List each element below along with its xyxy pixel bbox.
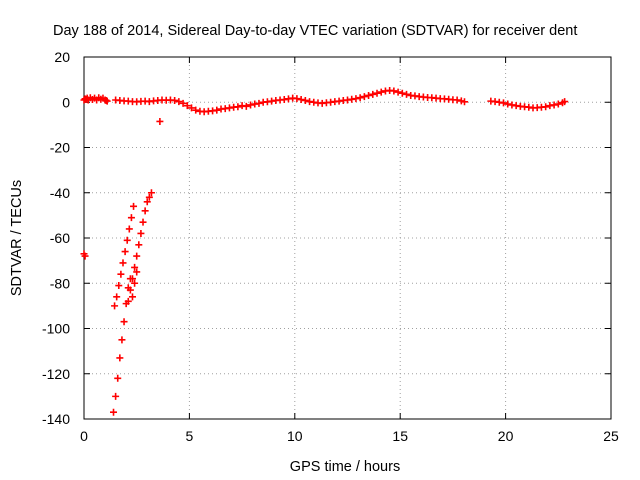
data-point	[103, 97, 111, 105]
x-tick-labels: 0 5 10 15 20 25	[80, 428, 619, 444]
x-tick-label: 10	[287, 428, 303, 444]
data-point	[192, 106, 200, 114]
data-point	[365, 91, 373, 99]
data-point	[234, 103, 242, 111]
x-tick-label: 0	[80, 428, 88, 444]
data-point	[143, 198, 151, 206]
data-point	[398, 89, 406, 97]
x-tick-label: 20	[498, 428, 514, 444]
chart-title: Day 188 of 2014, Sidereal Day-to-day VTE…	[53, 23, 577, 39]
data-point	[123, 236, 131, 244]
data-point	[118, 336, 126, 344]
data-point	[130, 202, 138, 210]
data-point	[377, 88, 385, 96]
y-tick-label: -120	[42, 366, 70, 382]
y-tick-label: -80	[50, 275, 70, 291]
data-point	[403, 90, 411, 98]
data-point	[356, 94, 364, 102]
data-point	[127, 214, 135, 222]
data-point	[297, 96, 305, 104]
data-point	[369, 90, 377, 98]
data-point	[141, 207, 149, 215]
data-point	[499, 99, 507, 107]
data-point	[131, 279, 139, 287]
data-point	[117, 270, 125, 278]
data-point	[293, 95, 301, 103]
data-point	[120, 318, 128, 326]
y-tick-label: 20	[54, 49, 70, 65]
data-point	[147, 189, 155, 197]
data-point	[352, 95, 360, 103]
plot-frame	[83, 56, 612, 420]
data-point	[125, 225, 133, 233]
data-point	[113, 293, 121, 301]
data-point	[128, 293, 136, 301]
data-point	[156, 117, 164, 125]
gridlines	[84, 57, 611, 419]
y-axis-label: SDTVAR / TECUs	[9, 180, 25, 296]
data-point	[145, 193, 153, 201]
y-tick-labels: -140 -120 -100 -80 -60 -40 -20 0 20	[42, 49, 70, 427]
data-point	[139, 218, 147, 226]
data-point	[255, 99, 263, 107]
data-point	[111, 302, 119, 310]
data-point	[183, 102, 191, 110]
x-axis-label: GPS time / hours	[290, 459, 400, 475]
y-tick-label: -40	[50, 185, 70, 201]
data-point	[124, 297, 132, 305]
y-tick-label: -60	[50, 230, 70, 246]
axis-ticks	[83, 56, 612, 420]
data-point	[550, 101, 558, 109]
data-point	[81, 252, 89, 260]
data-point	[131, 263, 139, 271]
data-point	[394, 88, 402, 96]
data-point	[171, 96, 179, 104]
data-point	[460, 98, 468, 106]
data-point	[554, 100, 562, 108]
data-point	[133, 268, 141, 276]
data-point	[112, 392, 120, 400]
data-point	[188, 104, 196, 112]
data-point	[133, 252, 141, 260]
data-point	[114, 374, 122, 382]
data-point	[242, 102, 250, 110]
data-point	[301, 96, 309, 104]
data-point	[247, 101, 255, 109]
data-points	[80, 86, 569, 416]
y-tick-label: -140	[42, 411, 70, 427]
data-point	[126, 286, 134, 294]
data-point	[135, 241, 143, 249]
data-point	[175, 98, 183, 106]
data-point	[121, 248, 129, 256]
data-point	[373, 89, 381, 97]
data-point	[179, 99, 187, 107]
data-point	[116, 354, 124, 362]
x-tick-label: 5	[186, 428, 194, 444]
y-tick-label: -100	[42, 321, 70, 337]
data-point	[110, 408, 118, 416]
data-point	[128, 275, 136, 283]
data-point	[453, 96, 461, 104]
data-point	[390, 87, 398, 95]
data-point	[119, 259, 127, 267]
y-tick-label: -20	[50, 140, 70, 156]
data-point	[360, 93, 368, 101]
data-point	[504, 100, 512, 108]
data-point	[457, 97, 465, 105]
data-point	[561, 98, 569, 106]
data-point	[542, 103, 550, 111]
x-tick-label: 15	[392, 428, 408, 444]
y-tick-label: 0	[62, 94, 70, 110]
data-point	[213, 106, 221, 114]
x-tick-label: 25	[603, 428, 619, 444]
data-point	[115, 282, 123, 290]
data-point	[137, 229, 145, 237]
